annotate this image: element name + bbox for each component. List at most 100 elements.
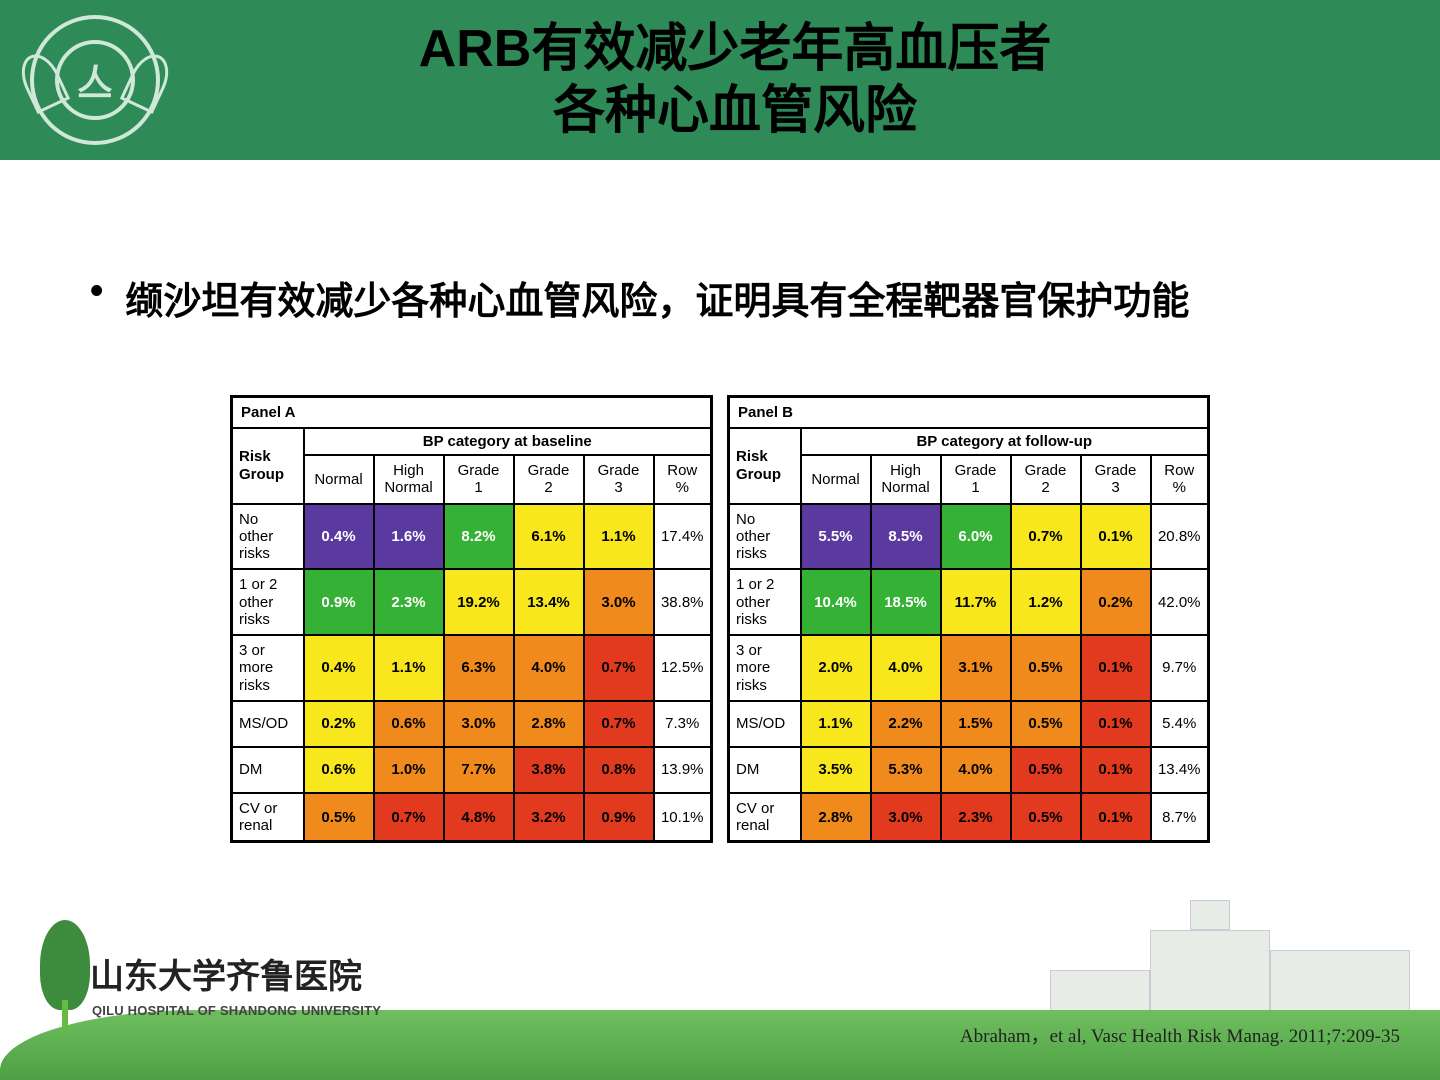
row-label: MS/OD bbox=[729, 701, 801, 747]
data-cell: 0.7% bbox=[374, 793, 444, 842]
row-percent: 38.8% bbox=[654, 569, 712, 635]
panels-container: Panel ARiskGroupBP category at baselineN… bbox=[230, 395, 1210, 843]
data-cell: 5.5% bbox=[801, 504, 871, 570]
col-header: Grade1 bbox=[941, 455, 1011, 504]
slide-title: ARB有效减少老年高血压者 各种心血管风险 bbox=[160, 18, 1440, 143]
panel-b-table: Panel BRiskGroupBP category at follow-up… bbox=[727, 395, 1210, 843]
data-cell: 8.5% bbox=[871, 504, 941, 570]
data-cell: 11.7% bbox=[941, 569, 1011, 635]
data-cell: 1.5% bbox=[941, 701, 1011, 747]
data-cell: 0.5% bbox=[1011, 635, 1081, 701]
col-header: Grade3 bbox=[584, 455, 654, 504]
data-cell: 0.1% bbox=[1081, 701, 1151, 747]
data-cell: 10.4% bbox=[801, 569, 871, 635]
data-cell: 0.5% bbox=[1011, 701, 1081, 747]
col-header: HighNormal bbox=[871, 455, 941, 504]
row-label: DM bbox=[232, 747, 304, 793]
data-cell: 0.9% bbox=[304, 569, 374, 635]
data-cell: 0.4% bbox=[304, 504, 374, 570]
risk-group-header: RiskGroup bbox=[729, 428, 801, 504]
col-header: Grade2 bbox=[514, 455, 584, 504]
data-cell: 3.0% bbox=[871, 793, 941, 842]
panel-a-table: Panel ARiskGroupBP category at baselineN… bbox=[230, 395, 713, 843]
data-cell: 0.2% bbox=[1081, 569, 1151, 635]
data-cell: 3.1% bbox=[941, 635, 1011, 701]
risk-group-header: RiskGroup bbox=[232, 428, 304, 504]
data-cell: 4.0% bbox=[941, 747, 1011, 793]
data-cell: 1.6% bbox=[374, 504, 444, 570]
data-cell: 6.0% bbox=[941, 504, 1011, 570]
data-cell: 18.5% bbox=[871, 569, 941, 635]
bp-category-header: BP category at follow-up bbox=[801, 428, 1209, 455]
bullet-text: 缬沙坦有效减少各种心血管风险，证明具有全程靶器官保护功能 bbox=[125, 270, 1189, 325]
data-cell: 7.7% bbox=[444, 747, 514, 793]
data-cell: 8.2% bbox=[444, 504, 514, 570]
footer-hospital-cn: 山东大学齐鲁医院 bbox=[90, 949, 362, 998]
row-label: 3 ormorerisks bbox=[729, 635, 801, 701]
data-cell: 1.0% bbox=[374, 747, 444, 793]
panel-title: Panel B bbox=[729, 397, 1209, 429]
row-percent: 9.7% bbox=[1151, 635, 1209, 701]
data-cell: 4.8% bbox=[444, 793, 514, 842]
row-label: CV orrenal bbox=[729, 793, 801, 842]
data-cell: 3.2% bbox=[514, 793, 584, 842]
row-label: DM bbox=[729, 747, 801, 793]
data-cell: 0.7% bbox=[584, 635, 654, 701]
data-cell: 0.5% bbox=[1011, 747, 1081, 793]
data-cell: 4.0% bbox=[871, 635, 941, 701]
row-label: 1 or 2otherrisks bbox=[232, 569, 304, 635]
slide-header: 亼 ARB有效减少老年高血压者 各种心血管风险 bbox=[0, 0, 1440, 160]
data-cell: 3.0% bbox=[444, 701, 514, 747]
data-cell: 2.8% bbox=[801, 793, 871, 842]
row-label: MS/OD bbox=[232, 701, 304, 747]
bullet-icon: • bbox=[90, 270, 103, 313]
col-header: Row% bbox=[1151, 455, 1209, 504]
data-cell: 3.0% bbox=[584, 569, 654, 635]
row-percent: 7.3% bbox=[654, 701, 712, 747]
data-cell: 2.3% bbox=[374, 569, 444, 635]
data-cell: 2.3% bbox=[941, 793, 1011, 842]
row-percent: 20.8% bbox=[1151, 504, 1209, 570]
row-label: 3 ormorerisks bbox=[232, 635, 304, 701]
data-cell: 0.1% bbox=[1081, 793, 1151, 842]
data-cell: 0.7% bbox=[1011, 504, 1081, 570]
row-percent: 13.9% bbox=[654, 747, 712, 793]
col-header: Row% bbox=[654, 455, 712, 504]
row-percent: 13.4% bbox=[1151, 747, 1209, 793]
data-cell: 3.8% bbox=[514, 747, 584, 793]
data-cell: 0.2% bbox=[304, 701, 374, 747]
tree-icon bbox=[40, 920, 90, 1030]
data-cell: 1.1% bbox=[374, 635, 444, 701]
data-cell: 2.8% bbox=[514, 701, 584, 747]
data-cell: 6.3% bbox=[444, 635, 514, 701]
panel-title: Panel A bbox=[232, 397, 712, 429]
row-percent: 17.4% bbox=[654, 504, 712, 570]
citation-text: Abraham，et al, Vasc Health Risk Manag. 2… bbox=[960, 1021, 1400, 1048]
data-cell: 4.0% bbox=[514, 635, 584, 701]
data-cell: 0.1% bbox=[1081, 504, 1151, 570]
data-cell: 0.1% bbox=[1081, 635, 1151, 701]
col-header: Grade1 bbox=[444, 455, 514, 504]
data-cell: 2.2% bbox=[871, 701, 941, 747]
data-cell: 13.4% bbox=[514, 569, 584, 635]
col-header: Normal bbox=[801, 455, 871, 504]
row-percent: 5.4% bbox=[1151, 701, 1209, 747]
data-cell: 0.5% bbox=[1011, 793, 1081, 842]
col-header: Grade2 bbox=[1011, 455, 1081, 504]
row-percent: 42.0% bbox=[1151, 569, 1209, 635]
bp-category-header: BP category at baseline bbox=[304, 428, 712, 455]
data-cell: 1.1% bbox=[801, 701, 871, 747]
data-cell: 0.6% bbox=[304, 747, 374, 793]
row-percent: 12.5% bbox=[654, 635, 712, 701]
data-cell: 0.6% bbox=[374, 701, 444, 747]
data-cell: 2.0% bbox=[801, 635, 871, 701]
data-cell: 6.1% bbox=[514, 504, 584, 570]
row-percent: 10.1% bbox=[654, 793, 712, 842]
footer-hospital-en: QILU HOSPITAL OF SHANDONG UNIVERSITY bbox=[92, 1003, 381, 1018]
col-header: Grade3 bbox=[1081, 455, 1151, 504]
hospital-logo-icon: 亼 bbox=[30, 15, 160, 145]
bullet-point: • 缬沙坦有效减少各种心血管风险，证明具有全程靶器官保护功能 bbox=[90, 270, 1350, 325]
data-cell: 0.7% bbox=[584, 701, 654, 747]
data-cell: 0.9% bbox=[584, 793, 654, 842]
data-cell: 0.8% bbox=[584, 747, 654, 793]
